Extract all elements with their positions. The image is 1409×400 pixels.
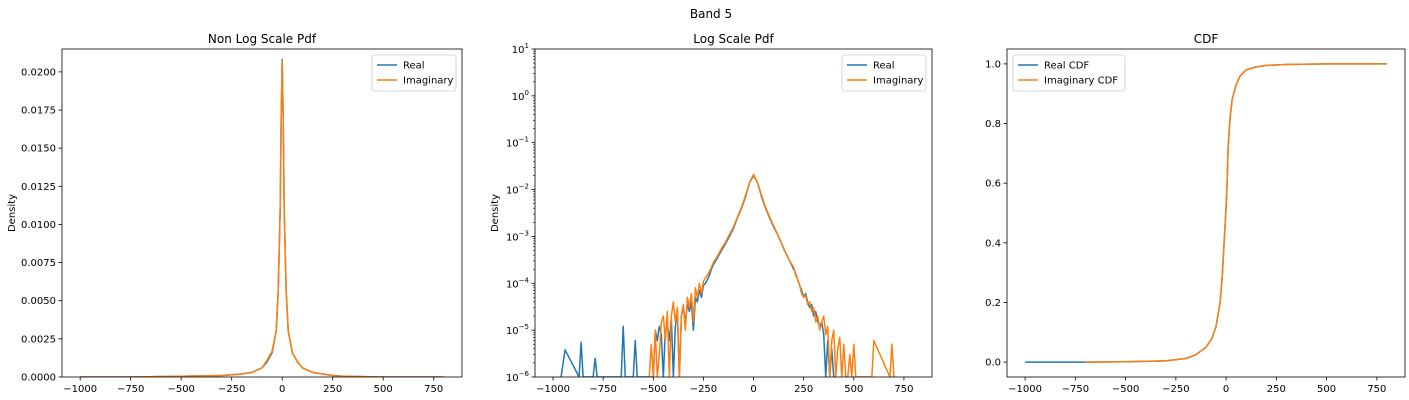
x-tick-label: −1000 [1008, 384, 1042, 395]
y-tick-label: 1.0 [985, 59, 1001, 70]
y-tick-label: 0.0125 [21, 182, 56, 193]
y-tick-label-base: 10 [512, 45, 525, 56]
y-tick-label: 0.0025 [21, 334, 56, 345]
series-line-imaginary [648, 173, 895, 377]
y-tick-label: 0.0175 [21, 106, 56, 117]
series-line-real [560, 174, 835, 377]
x-tick-label: 250 [794, 384, 813, 395]
chart-panel-2: Log Scale Pdf −1000 −750 −500 −250 0 250 500 750… [490, 32, 933, 395]
y-tick-label: 0.0200 [21, 67, 56, 78]
y-tick-label-base: 10 [506, 326, 519, 337]
y-tick-label: 10−4 [506, 276, 530, 290]
x-tick-label: 0 [279, 384, 285, 395]
figure-suptitle: Band 5 [690, 7, 732, 21]
chart-panel-1: Non Log Scale Pdf −1000 −750 −500 −250 0 250 50… [7, 32, 463, 395]
x-tick-label: 750 [1367, 384, 1386, 395]
y-tick-label: 10−5 [506, 323, 529, 337]
y-tick-label: 0.0000 [21, 373, 56, 384]
x-tick-label: 0 [750, 384, 756, 395]
y-tick-label: 100 [512, 89, 529, 103]
legend-label: Real CDF [1044, 61, 1089, 72]
chart-title: CDF [1194, 32, 1219, 46]
y-tick-label-exponent: −5 [519, 323, 529, 331]
y-tick-label-exponent: 1 [525, 42, 529, 50]
chart-title: Log Scale Pdf [693, 32, 774, 46]
y-axis-label: Density [7, 194, 18, 232]
legend-box [371, 54, 457, 92]
x-tick-label: 250 [323, 384, 342, 395]
y-tick-label: 0.0150 [21, 144, 56, 155]
x-tick-label: −250 [218, 384, 245, 395]
x-tick-label: 500 [374, 384, 393, 395]
x-tick-label: −1000 [63, 384, 97, 395]
x-tick-label: 750 [894, 384, 913, 395]
legend-box [1012, 54, 1126, 92]
y-tick-label-base: 10 [506, 373, 519, 384]
axes-frame [1006, 48, 1406, 378]
y-tick-label: 0.0075 [21, 258, 56, 269]
y-tick-label-base: 10 [506, 232, 519, 243]
legend: Real Imaginary [841, 54, 927, 92]
legend-label: Imaginary [403, 76, 454, 87]
y-tick-label-exponent: −1 [519, 136, 529, 144]
y-tick-label: 10−1 [506, 136, 529, 150]
y-tick-label: 0.0 [985, 358, 1001, 369]
y-tick-label-base: 10 [506, 186, 519, 197]
y-tick-label: 101 [512, 42, 529, 56]
chart-title: Non Log Scale Pdf [208, 32, 317, 46]
x-tick-label: −500 [1112, 384, 1139, 395]
x-tick-label: 250 [1267, 384, 1286, 395]
y-tick-label-base: 10 [506, 139, 519, 150]
y-tick-label-base: 10 [512, 92, 525, 103]
x-tick-label: 500 [1317, 384, 1336, 395]
x-tick-label: −250 [690, 384, 717, 395]
legend-label: Imaginary CDF [1044, 76, 1118, 87]
x-tick-label: −500 [167, 384, 194, 395]
y-tick-label: 10−6 [506, 370, 530, 384]
legend-box [841, 54, 927, 92]
y-tick-label: 0.2 [985, 298, 1001, 309]
axes-frame [61, 48, 463, 378]
x-tick-label: 0 [1223, 384, 1229, 395]
legend: Real Imaginary [371, 54, 457, 92]
y-tick-label: 0.6 [985, 179, 1001, 190]
series-line-imaginary [80, 60, 444, 377]
y-tick-label: 0.8 [985, 119, 1001, 130]
legend: Real CDF Imaginary CDF [1012, 54, 1126, 92]
series-line-imaginary-cdf [1085, 63, 1387, 363]
x-tick-label: −500 [640, 384, 667, 395]
y-tick-label: 10−2 [506, 183, 529, 197]
x-tick-label: −750 [117, 384, 144, 395]
x-tick-label: −1000 [536, 384, 570, 395]
y-tick-label: 0.0050 [21, 296, 56, 307]
y-tick-label: 10−3 [506, 229, 529, 243]
y-tick-label: 0.4 [985, 238, 1001, 249]
y-tick-label-exponent: −4 [519, 276, 530, 284]
x-tick-label: 750 [424, 384, 443, 395]
y-tick-label-exponent: −3 [519, 229, 529, 237]
x-tick-label: −250 [1162, 384, 1189, 395]
y-tick-label: 0.0100 [21, 220, 56, 231]
y-tick-label-exponent: 0 [525, 89, 529, 97]
axes-frame [534, 48, 933, 378]
x-tick-label: −750 [1062, 384, 1089, 395]
legend-label: Imaginary [873, 76, 924, 87]
legend-label: Real [403, 61, 425, 72]
y-axis-label: Density [490, 194, 501, 232]
chart-panel-3: CDF −1000 −750 −500 −250 0 250 500 750 0.0 0.2 0.4 0… [985, 32, 1406, 395]
y-tick-label-exponent: −6 [519, 370, 530, 378]
x-tick-label: 500 [844, 384, 863, 395]
x-tick-label: −750 [589, 384, 616, 395]
y-tick-label-exponent: −2 [519, 183, 529, 191]
y-tick-label-base: 10 [506, 279, 519, 290]
legend-label: Real [873, 61, 895, 72]
